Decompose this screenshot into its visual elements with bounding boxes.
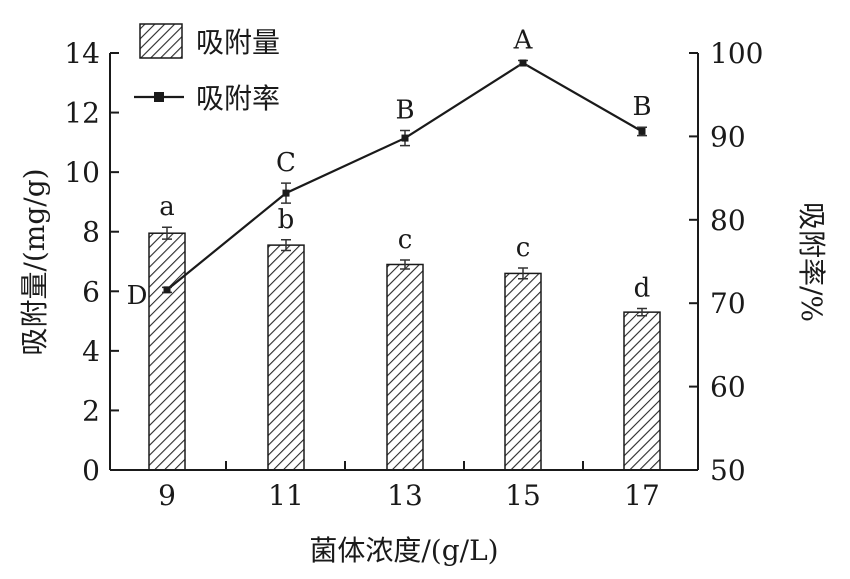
legend-bar-swatch [139, 23, 183, 59]
left-tick-label: 4 [82, 335, 100, 368]
legend-line-label: 吸附率 [196, 82, 280, 115]
line-point [638, 127, 646, 135]
bar [267, 244, 305, 471]
line-point [282, 189, 290, 197]
x-axis-ticks: 9 11 13 15 17 [109, 461, 699, 512]
bar-error-bar [637, 307, 647, 317]
plot-marks: a b c c d D C B A B [127, 26, 661, 471]
bar [623, 311, 661, 471]
line-point [401, 134, 409, 142]
left-tick-label: 8 [82, 216, 100, 249]
line-point [163, 286, 171, 294]
x-tick-label: 11 [268, 479, 304, 512]
left-axis-ticks: 0 2 4 6 8 10 12 14 [64, 37, 119, 487]
right-tick-label: 70 [710, 287, 746, 320]
bar-significance-label: c [516, 233, 531, 263]
bar-significance-label: c [398, 225, 413, 255]
right-tick-label: 100 [710, 37, 763, 70]
bar-error-bar [400, 259, 410, 270]
x-tick-label: 17 [624, 479, 660, 512]
left-tick-label: 6 [82, 275, 100, 308]
right-tick-label: 80 [710, 204, 746, 237]
line-significance-label: C [276, 148, 296, 178]
left-tick-label: 10 [64, 156, 100, 189]
bar [148, 232, 186, 471]
bar-significance-label: d [634, 274, 651, 304]
x-axis-title: 菌体浓度/(g/L) [309, 534, 498, 567]
line-significance-label: B [395, 96, 414, 126]
legend: 吸附量 吸附率 [134, 23, 280, 115]
left-tick-label: 14 [64, 37, 100, 70]
legend-line-marker [154, 92, 164, 102]
legend-bar-label: 吸附量 [196, 26, 280, 59]
bar [386, 263, 424, 471]
x-tick-label: 15 [505, 479, 541, 512]
bar-significance-label: a [159, 192, 175, 222]
left-axis-title: 吸附量/(mg/g) [18, 168, 51, 355]
right-axis-ticks: 50 60 70 80 90 100 [689, 37, 763, 487]
line-significance-label: A [513, 26, 534, 56]
line-significance-label: B [632, 92, 651, 122]
bar-error-bar [162, 226, 172, 240]
right-tick-label: 90 [710, 120, 746, 153]
bar-significance-label: b [278, 205, 295, 235]
left-tick-label: 12 [64, 97, 100, 130]
bar [504, 272, 542, 471]
right-axis-title: 吸附率/% [795, 202, 828, 322]
right-tick-label: 60 [710, 371, 746, 404]
line-significance-label: D [127, 281, 148, 311]
bar-error-bar [518, 267, 528, 280]
right-tick-label: 50 [710, 454, 746, 487]
line-point [519, 59, 527, 67]
x-tick-label: 9 [158, 479, 176, 512]
x-tick-label: 13 [387, 479, 423, 512]
left-tick-label: 0 [82, 454, 100, 487]
bar-error-bar [281, 239, 291, 252]
left-tick-label: 2 [82, 394, 100, 427]
